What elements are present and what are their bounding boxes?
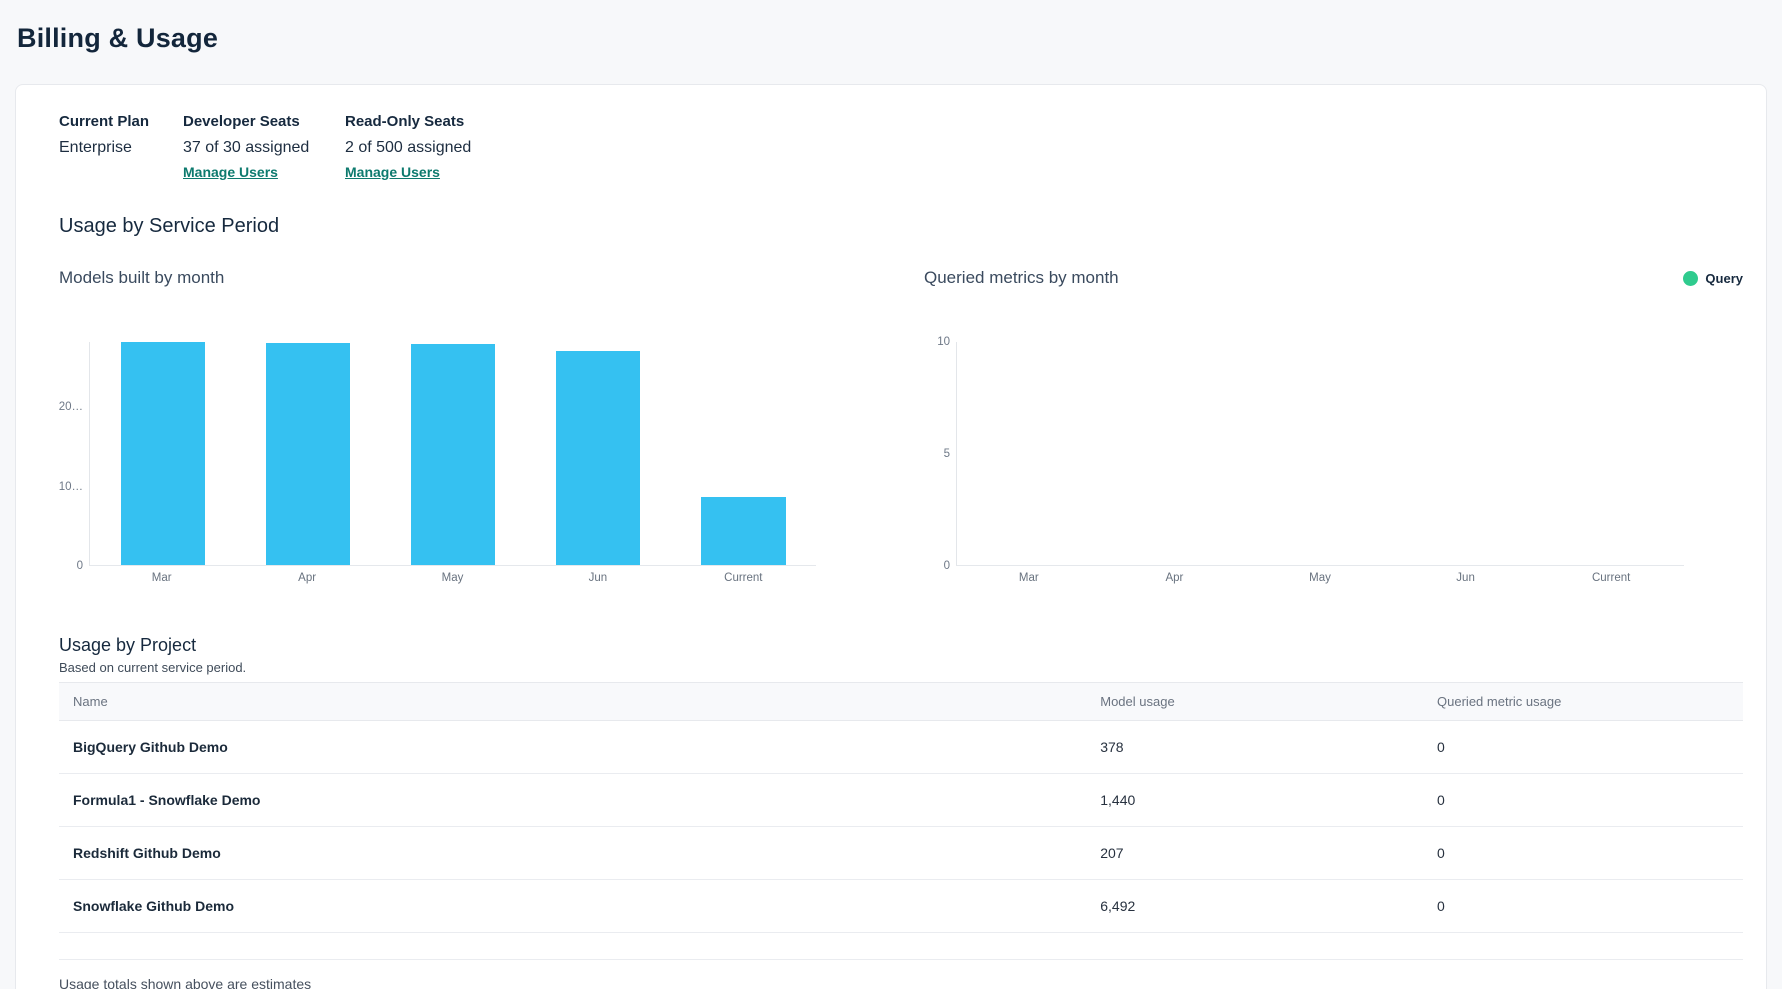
bar-slot (90, 342, 235, 565)
queried-metrics-y-axis: 0 5 10 (924, 336, 956, 572)
manage-users-link-developer[interactable]: Manage Users (183, 164, 278, 180)
bar-slot (1393, 342, 1538, 565)
models-built-chart-body: 0 10… 20… (58, 342, 816, 572)
x-axis-label: Mar (1018, 572, 1039, 584)
model-usage-cell: 6,492 (1086, 879, 1424, 933)
bar-slot (1102, 342, 1247, 565)
x-axis-label: Current (724, 572, 763, 584)
empty-cell (1086, 932, 1424, 960)
model-usage-cell: 207 (1086, 826, 1424, 880)
developer-seats-value: 37 of 30 assigned (183, 139, 310, 156)
column-header-model-usage: Model usage (1086, 682, 1424, 721)
bar-slot (526, 342, 671, 565)
bar-may (410, 343, 496, 565)
bar-apr (265, 342, 350, 565)
developer-seats-block: Developer Seats 37 of 30 assigned Manage… (183, 113, 345, 182)
x-axis-label: May (1309, 572, 1331, 584)
y-axis-tick: 20… (58, 401, 83, 414)
y-axis-tick: 5 (943, 448, 950, 460)
developer-seats-label: Developer Seats (183, 113, 300, 130)
usage-by-project-subtitle: Based on current service period. (59, 660, 247, 675)
models-built-chart: Models built by month 0 10… 20… Mar Apr May J… (59, 268, 816, 584)
model-usage-cell: 1,440 (1086, 773, 1424, 827)
queried-metric-usage-cell: 0 (1423, 879, 1743, 933)
x-axis-label: Mar (151, 572, 172, 584)
x-axis-label: Jun (588, 572, 608, 584)
bar-slot (1539, 342, 1684, 565)
table-header-row: Name Model usage Queried metric usage (59, 682, 1743, 721)
queried-metrics-bars (957, 342, 1684, 565)
table-row: BigQuery Github Demo 378 0 (59, 720, 1743, 774)
x-axis-label: Jun (1456, 572, 1475, 584)
bar-jun (556, 350, 641, 565)
bar-slot (380, 342, 525, 565)
charts-row: Query Models built by month 0 10… 20… Mar A… (59, 268, 1743, 584)
current-plan-label: Current Plan (59, 113, 150, 130)
plan-summary: Current Plan Enterprise Developer Seats … (59, 113, 1743, 182)
queried-metric-usage-cell: 0 (1423, 773, 1743, 827)
models-built-plot-area (89, 342, 816, 566)
bar-slot (957, 342, 1102, 565)
column-header-name: Name (59, 682, 1087, 721)
x-axis-label: Current (1591, 572, 1631, 584)
models-built-bars (90, 342, 816, 565)
empty-cell (1423, 932, 1743, 960)
y-axis-tick: 10 (937, 336, 950, 348)
x-axis-label: May (441, 572, 464, 584)
readonly-seats-block: Read-Only Seats 2 of 500 assigned Manage… (345, 113, 605, 182)
usage-estimates-note: Usage totals shown above are estimates (59, 976, 312, 989)
legend-query-label: Query (1705, 271, 1743, 286)
x-axis-label: Apr (1165, 572, 1184, 584)
y-axis-tick: 0 (943, 560, 950, 572)
bar-current (701, 497, 786, 565)
bar-slot (1248, 342, 1393, 565)
model-usage-cell: 378 (1086, 720, 1424, 774)
usage-by-project-heading: Usage by Project (59, 635, 197, 655)
legend-query-dot-icon (1683, 271, 1699, 286)
page-title: Billing & Usage (17, 23, 219, 53)
usage-by-service-period-heading: Usage by Service Period (59, 215, 280, 237)
queried-metrics-chart-title: Queried metrics by month (924, 268, 1119, 287)
models-built-y-axis: 0 10… 20… (58, 342, 89, 572)
x-axis-label: Apr (298, 572, 317, 584)
project-name-cell: Formula1 - Snowflake Demo (59, 773, 1087, 827)
chart-legend-query[interactable]: Query (1683, 271, 1743, 286)
project-name-cell: BigQuery Github Demo (59, 720, 1087, 774)
queried-metrics-plot-area (956, 342, 1684, 566)
y-axis-tick: 10… (58, 480, 83, 493)
table-empty-row (59, 932, 1743, 960)
billing-card: Current Plan Enterprise Developer Seats … (15, 84, 1767, 989)
queried-metrics-x-axis-labels: Mar Apr May Jun Current (956, 566, 1684, 584)
project-name-cell: Redshift Github Demo (59, 826, 1087, 880)
queried-metrics-chart-body: 0 5 10 (924, 336, 1684, 572)
queried-metrics-chart: Queried metrics by month 0 5 10 Mar Apr May J… (924, 268, 1684, 584)
readonly-seats-value: 2 of 500 assigned (345, 139, 472, 156)
models-built-x-axis-labels: Mar Apr May Jun Current (89, 566, 816, 584)
table-row: Redshift Github Demo 207 0 (59, 826, 1743, 880)
usage-by-project-table: Name Model usage Queried metric usage Bi… (59, 682, 1743, 960)
bar-mar (120, 342, 205, 565)
project-name-cell: Snowflake Github Demo (59, 879, 1087, 933)
bar-slot (671, 342, 816, 565)
y-axis-tick: 0 (76, 560, 83, 572)
models-built-chart-title: Models built by month (59, 268, 225, 287)
empty-cell (59, 932, 1087, 960)
readonly-seats-label: Read-Only Seats (345, 113, 465, 130)
bar-slot (235, 342, 380, 565)
column-header-queried-metric-usage: Queried metric usage (1423, 682, 1743, 721)
current-plan-block: Current Plan Enterprise (59, 113, 183, 182)
table-row: Formula1 - Snowflake Demo 1,440 0 (59, 773, 1743, 827)
queried-metric-usage-cell: 0 (1423, 720, 1743, 774)
queried-metric-usage-cell: 0 (1423, 826, 1743, 880)
current-plan-value: Enterprise (59, 139, 132, 156)
manage-users-link-readonly[interactable]: Manage Users (345, 164, 440, 180)
table-row: Snowflake Github Demo 6,492 0 (59, 879, 1743, 933)
